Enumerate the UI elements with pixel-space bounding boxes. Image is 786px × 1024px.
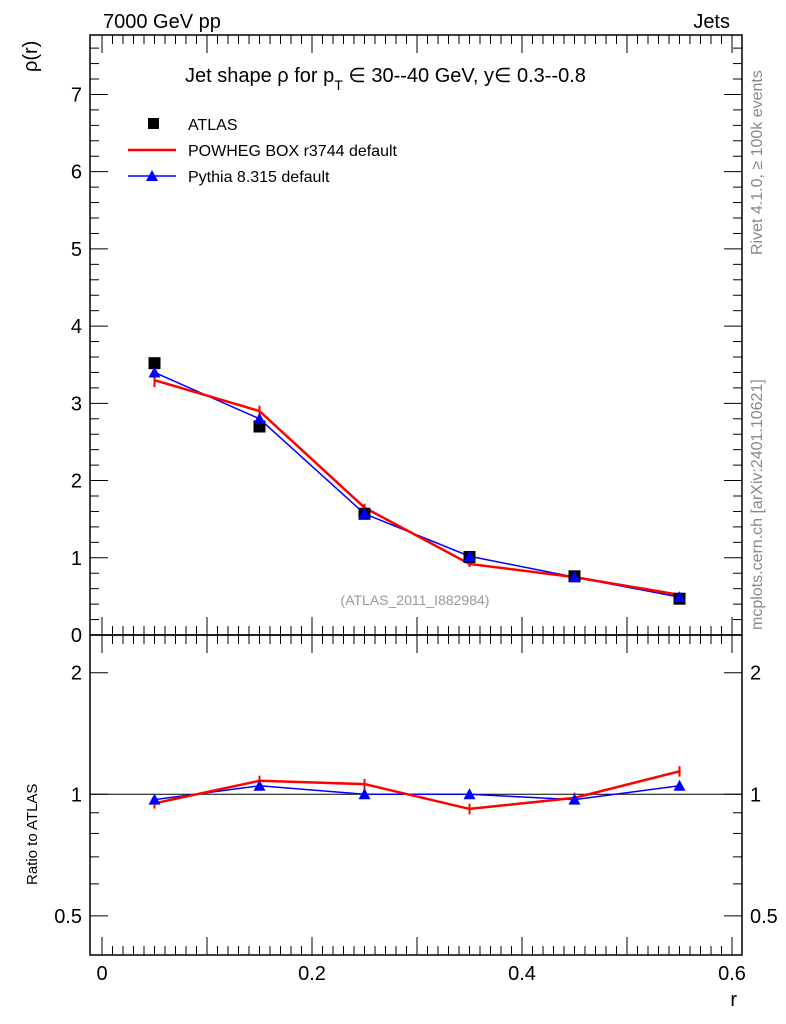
ratio-pythia-point [463, 788, 476, 800]
y-axis-label: ρ(r) [20, 41, 42, 72]
y-tick-label: 0 [71, 625, 82, 647]
ratio-y-tick-label-right: 0.5 [750, 906, 778, 928]
pythia-point [463, 550, 476, 562]
legend-label-powheg: POWHEG BOX r3744 default [188, 143, 398, 160]
legend-marker-atlas [148, 118, 159, 129]
ratio-pythia-point [568, 793, 581, 805]
ratio-pythia-line [154, 784, 680, 801]
x-tick-label: 0.4 [508, 963, 536, 985]
ratio-pythia-point [148, 793, 161, 805]
pythia-point [148, 366, 161, 378]
ratio-pythia-point [673, 779, 686, 791]
analysis-annotation: (ATLAS_2011_I882984) [341, 592, 490, 608]
ratio-pythia-point [253, 779, 266, 791]
y-tick-label: 1 [71, 548, 82, 570]
legend-label-pythia: Pythia 8.315 default [188, 169, 330, 186]
header-right: Jets [693, 11, 730, 33]
ratio-y-tick-label-right: 1 [750, 784, 761, 806]
pythia-point [568, 571, 581, 583]
x-tick-label: 0.2 [298, 963, 326, 985]
pythia-line [154, 371, 680, 598]
pythia-point [253, 412, 266, 424]
ratio-y-tick-label-right: 2 [750, 663, 761, 685]
ratio-frame [89, 634, 743, 956]
legend-marker-pythia [146, 170, 158, 181]
side-label-mcplots: mcplots.cern.ch [arXiv:2401.10621] [749, 379, 766, 630]
ratio-pythia-point [358, 788, 371, 800]
ratio-y-axis-label: Ratio to ATLAS [24, 784, 41, 885]
legend-label-atlas: ATLAS [188, 117, 238, 134]
legend: ATLAS POWHEG BOX r3744 default Pythia 8.… [128, 117, 398, 186]
y-tick-label: 4 [71, 316, 82, 338]
pythia-point [358, 507, 371, 519]
y-tick-label: 5 [71, 239, 82, 261]
y-tick-label: 3 [71, 393, 82, 415]
x-tick-label: 0.6 [718, 963, 746, 985]
x-tick-label: 0 [96, 963, 107, 985]
x-axis-label: r [730, 989, 737, 1011]
y-tick-label: 2 [71, 471, 82, 493]
powheg-line [154, 378, 680, 597]
atlas-point [148, 357, 161, 370]
ratio-y-tick-label: 2 [71, 663, 82, 685]
y-tick-label: 7 [71, 84, 82, 106]
side-label-rivet: Rivet 4.1.0, ≥ 100k events [749, 70, 766, 255]
pythia-point [673, 591, 686, 603]
header-left: 7000 GeV pp [103, 11, 221, 33]
y-tick-label: 6 [71, 162, 82, 184]
ratio-y-tick-label: 1 [71, 784, 82, 806]
ratio-powheg-line [154, 770, 680, 811]
ratio-y-tick-label: 0.5 [54, 906, 82, 928]
chart-title: Jet shape ρ for pT ∈ 30--40 GeV, y∈ 0.3-… [185, 65, 586, 93]
